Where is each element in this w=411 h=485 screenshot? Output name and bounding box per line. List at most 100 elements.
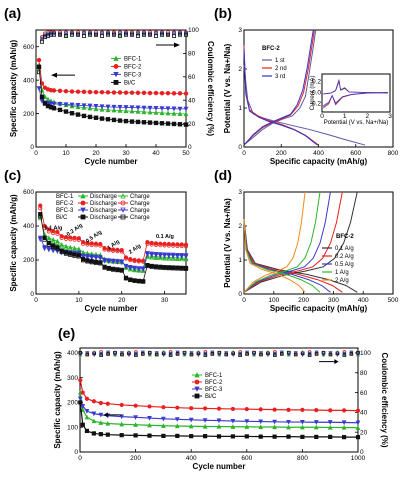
voltage-curve <box>243 49 318 146</box>
efficiency-point <box>48 31 54 37</box>
data-point <box>81 89 87 95</box>
data-point <box>63 88 69 94</box>
discharge-point <box>76 253 81 258</box>
efficiency-point <box>165 32 170 37</box>
x-tick-label: 30 <box>122 150 130 157</box>
charge-point <box>63 245 69 250</box>
data-point <box>314 408 319 413</box>
data-point <box>133 422 138 427</box>
x-tick-label: 600 <box>350 150 361 157</box>
efficiency-point <box>171 33 176 38</box>
y2-axis-label: Coulombic efficiency (%) <box>380 352 389 447</box>
discharge-point <box>68 251 73 256</box>
x-tick-label: 0 <box>78 455 82 462</box>
data-point <box>327 424 333 430</box>
charge-point <box>85 242 90 247</box>
legend-label: BFC-3 <box>56 208 74 214</box>
data-point <box>147 433 152 438</box>
efficiency-point <box>113 350 117 355</box>
data-point <box>175 405 180 410</box>
efficiency-point <box>183 32 188 37</box>
charge-point <box>111 267 116 272</box>
data-point <box>105 420 111 426</box>
y2-tick-label: 60 <box>188 74 196 81</box>
inset-x-label: Potential (V vs. Na+/Na) <box>324 120 389 126</box>
y-tick-label: 200 <box>23 257 34 264</box>
data-point <box>314 434 319 439</box>
efficiency-point <box>129 32 134 37</box>
efficiency-point <box>70 32 75 37</box>
discharge-point <box>85 258 90 263</box>
data-point <box>174 417 180 422</box>
charge-point <box>171 266 176 271</box>
data-point <box>272 407 277 412</box>
charge-point <box>153 253 159 258</box>
efficiency-point <box>88 32 93 37</box>
charge-point <box>162 255 167 261</box>
efficiency-point <box>40 39 45 44</box>
data-point <box>135 105 141 111</box>
data-point <box>171 110 177 116</box>
legend-label: Charge <box>130 208 150 214</box>
data-point <box>153 106 159 111</box>
charge-point <box>115 267 120 273</box>
legend-label: Bi/C <box>124 80 136 86</box>
x-tick-label: 400 <box>358 297 369 304</box>
legend-marker <box>120 207 126 213</box>
data-point <box>272 424 277 430</box>
data-point <box>57 102 63 107</box>
rate-annotation: 2 A/g <box>128 243 142 256</box>
data-point <box>133 415 138 420</box>
data-point <box>165 90 171 96</box>
efficiency-point <box>196 351 201 356</box>
efficiency-point <box>105 31 111 37</box>
charge-point <box>166 255 172 261</box>
x-tick-label: 0 <box>34 297 38 304</box>
x-tick-label: 30 <box>161 297 169 304</box>
data-point <box>39 94 45 100</box>
y2-tick-label: 40 <box>360 410 368 417</box>
charge-point <box>166 266 171 271</box>
legend-marker <box>120 200 126 206</box>
data-point <box>119 433 124 438</box>
cv-curve <box>322 92 388 109</box>
efficiency-point <box>94 30 99 35</box>
data-point <box>81 113 87 119</box>
y-tick-label: 600 <box>23 189 34 196</box>
charge-point <box>102 258 107 264</box>
y-tick-label: 300 <box>67 375 78 382</box>
legend-label: BFC-1 <box>56 194 74 200</box>
charge-point <box>123 276 129 281</box>
data-point <box>258 434 263 439</box>
data-point <box>36 64 42 69</box>
y-tick-label: 2 <box>238 223 242 230</box>
charge-point <box>183 244 189 249</box>
charge-point <box>140 267 146 272</box>
legend-label: 1 st <box>275 58 285 64</box>
efficiency-point <box>78 350 83 355</box>
data-point <box>78 400 83 405</box>
charge-point <box>55 240 60 245</box>
data-point <box>123 108 129 114</box>
panel-label: (d) <box>214 167 232 183</box>
y-tick-label: 200 <box>23 111 34 118</box>
data-point <box>36 57 42 63</box>
data-point <box>153 90 159 96</box>
efficiency-point <box>286 350 291 355</box>
y2-tick-label: 40 <box>188 97 196 104</box>
efficiency-point <box>189 352 194 357</box>
x-tick-label: 20 <box>118 297 126 304</box>
data-point <box>129 90 135 95</box>
efficiency-point <box>349 352 354 356</box>
charge-point <box>153 265 159 270</box>
efficiency-point <box>141 31 147 37</box>
data-point <box>147 105 153 111</box>
x-tick-label: 10 <box>75 297 83 304</box>
y2-tick-label: 20 <box>188 121 196 128</box>
data-point <box>80 404 86 409</box>
data-point <box>135 108 141 114</box>
data-point <box>99 116 105 121</box>
data-point <box>161 405 166 410</box>
legend-label: 2 A/g <box>335 278 349 284</box>
